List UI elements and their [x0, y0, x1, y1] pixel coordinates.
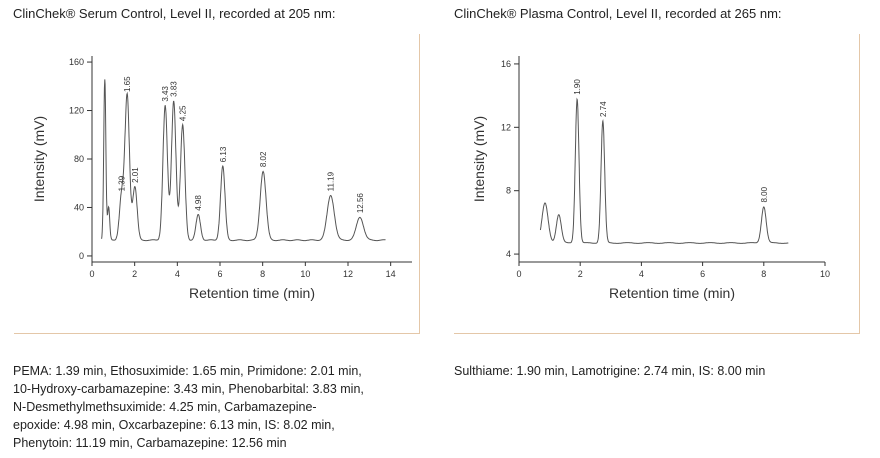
- x-tick-label: 6: [700, 269, 705, 279]
- x-tick-label: 6: [217, 269, 222, 279]
- caption-plasma: Sulthiame: 1.90 min, Lamotrigine: 2.74 m…: [454, 362, 765, 380]
- x-tick-label: 12: [343, 269, 353, 279]
- caption-line: PEMA: 1.39 min, Ethosuximide: 1.65 min, …: [13, 364, 362, 378]
- peak-label: 6.13: [219, 146, 228, 162]
- chart-title-plasma: ClinChek® Plasma Control, Level II, reco…: [454, 6, 782, 21]
- peak-label: 8.00: [760, 186, 769, 202]
- caption-line: 10-Hydroxy-carbamazepine: 3.43 min, Phen…: [13, 382, 364, 396]
- x-axis-label: Retention time (min): [609, 285, 735, 301]
- y-tick-label: 160: [69, 57, 84, 67]
- peak-label: 4.98: [194, 195, 203, 211]
- y-tick-label: 40: [74, 202, 84, 212]
- x-tick-label: 0: [516, 269, 521, 279]
- caption-line: Phenytoin: 11.19 min, Carbamazepine: 12.…: [13, 436, 287, 450]
- caption-serum: PEMA: 1.39 min, Ethosuximide: 1.65 min, …: [13, 362, 364, 452]
- peak-label: 4.25: [179, 105, 188, 121]
- y-tick-label: 8: [506, 186, 511, 196]
- y-tick-label: 0: [79, 251, 84, 261]
- caption-line: N-Desmethylmethsuximide: 4.25 min, Carba…: [13, 400, 317, 414]
- y-axis-label: Intensity (mV): [471, 116, 487, 202]
- peak-label: 11.19: [327, 171, 336, 191]
- chromatogram-plasma: 4 8 12 16 0 2 4 6 8 10 Retention time (min) Intensi…: [471, 56, 830, 301]
- peak-label: 2.01: [131, 167, 140, 183]
- peak-label: 1.90: [573, 79, 582, 95]
- x-tick-label: 2: [132, 269, 137, 279]
- y-axis-label: Intensity (mV): [31, 116, 47, 202]
- x-tick-label: 4: [175, 269, 180, 279]
- chromatogram-trace: [539, 97, 789, 244]
- peak-label: 8.02: [259, 151, 268, 167]
- y-tick-label: 4: [506, 249, 511, 259]
- x-tick-label: 14: [386, 269, 396, 279]
- chart-panel-serum: 0 40 80 120 160 0 2 4 6 8 10 12 14 Retention time (mi…: [14, 34, 420, 334]
- peak-label: 12.56: [356, 193, 365, 214]
- y-tick-label: 120: [69, 106, 84, 116]
- x-tick-label: 0: [89, 269, 94, 279]
- peak-label: 2.74: [599, 101, 608, 117]
- x-tick-label: 8: [761, 269, 766, 279]
- chromatogram-serum: 0 40 80 120 160 0 2 4 6 8 10 12 14 Retention time (mi…: [31, 56, 412, 301]
- chart-title-serum: ClinChek® Serum Control, Level II, recor…: [13, 6, 336, 21]
- x-tick-label: 8: [260, 269, 265, 279]
- x-tick-label: 4: [639, 269, 644, 279]
- chart-panel-plasma: 4 8 12 16 0 2 4 6 8 10 Retention time (min) Intensi…: [454, 34, 860, 334]
- y-tick-label: 16: [501, 59, 511, 69]
- x-tick-label: 2: [578, 269, 583, 279]
- peak-label: 1.65: [123, 76, 132, 92]
- peak-label: 3.43: [161, 86, 170, 102]
- caption-line: Sulthiame: 1.90 min, Lamotrigine: 2.74 m…: [454, 364, 766, 378]
- y-tick-label: 12: [501, 122, 511, 132]
- x-axis-label: Retention time (min): [189, 285, 315, 301]
- y-tick-label: 80: [74, 154, 84, 164]
- peak-label: 1.39: [118, 175, 127, 191]
- peak-label: 3.83: [170, 81, 179, 97]
- chromatogram-trace: [101, 79, 386, 242]
- caption-line: epoxide: 4.98 min, Oxcarbazepine: 6.13 m…: [13, 418, 335, 432]
- x-tick-label: 10: [820, 269, 830, 279]
- x-tick-label: 10: [300, 269, 310, 279]
